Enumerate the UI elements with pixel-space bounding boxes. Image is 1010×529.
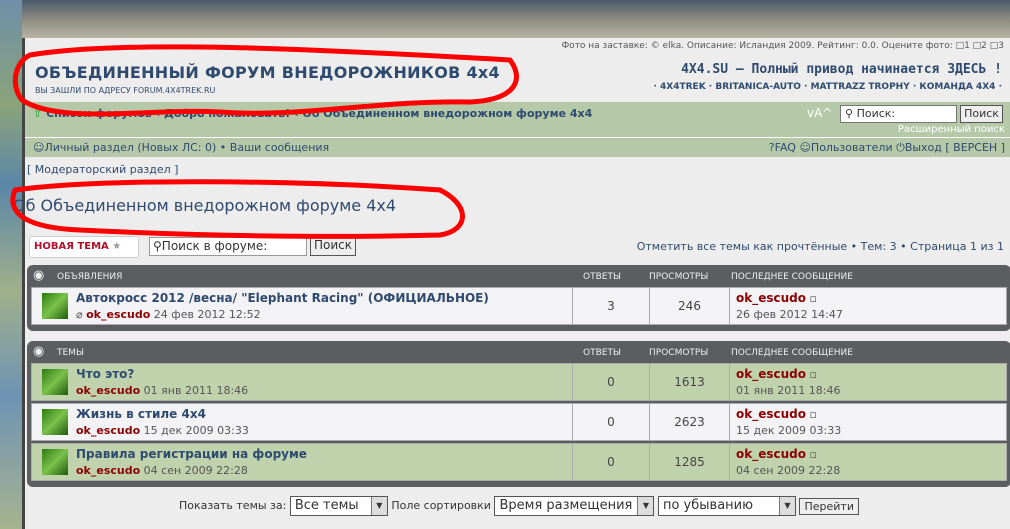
topic-title[interactable]: Что это? [76,367,135,381]
replies-count: 0 [572,444,649,480]
announcements-block: ◉ ОБЪЯВЛЕНИЯ ОТВЕТЫ ПРОСМОТРЫ ПОСЛЕДНЕЕ … [27,265,1010,331]
block-header: ◉ ОБЪЯВЛЕНИЯ ОТВЕТЫ ПРОСМОТРЫ ПОСЛЕДНЕЕ … [33,268,853,283]
block-header: ◉ ТЕМЫ ОТВЕТЫ ПРОСМОТРЫ ПОСЛЕДНЕЕ СООБЩЕ… [33,344,853,359]
background-map [0,0,22,529]
last-author-link[interactable]: ok_escudo [736,291,806,305]
header-photo [22,0,1010,38]
views-count: 1613 [649,364,729,400]
search-input[interactable]: ⚲ Поиск: [840,105,957,123]
topics-block: ◉ ТЕМЫ ОТВЕТЫ ПРОСМОТРЫ ПОСЛЕДНЕЕ СООБЩЕ… [27,341,1010,487]
forum-title[interactable]: Об Объединенном внедорожном форуме 4x4 [13,196,397,215]
views-count: 1285 [649,444,729,480]
view-post-icon[interactable]: ▫ [809,292,817,305]
pagination[interactable]: Отметить все темы как прочтённые • Тем: … [636,240,1004,253]
new-topic-button[interactable]: НОВАЯ ТЕМА ★ [29,236,139,258]
topic-title[interactable]: Автокросс 2012 /весна/ "Elephant Racing"… [76,291,489,305]
site-title[interactable]: ОБЪЕДИНЕННЫЙ ФОРУМ ВНЕДОРОЖНИКОВ 4x4 [35,63,500,82]
search-icon: ⚲ [845,107,854,120]
site-subtitle: ВЫ ЗАШЛИ ПО АДРЕСУ FORUM.4X4TREK.RU [35,86,216,95]
breadcrumb[interactable]: ⇧ Список форумов ‹ Добро пожаловать! ‹ О… [33,107,593,120]
forum-search-input[interactable]: ⚲Поиск в форуме: [149,237,307,256]
user-bar: ☺Личный раздел (Новых ЛС: 0) • Ваши сооб… [25,137,1010,157]
search-icon: ⚲ [153,239,162,253]
power-icon: ⏻ [896,141,905,154]
slogan: 4X4.SU — Полный привод начинается ЗДЕСЬ … [681,62,1002,77]
home-icon: ⇧ [33,107,43,120]
views-count: 246 [649,288,729,324]
topic-row: Правила регистрации на форуме ok_escudo … [31,443,1007,481]
replies-count: 0 [572,364,649,400]
photo-caption: Фото на заставке: © elka. Описание: Исла… [561,41,1004,51]
sort-order-select[interactable]: по убыванию ▼ [657,496,796,516]
personal-link[interactable]: ☺Личный раздел (Новых ЛС: 0) • Ваши сооб… [33,141,330,154]
author-link[interactable]: ok_escudo [76,464,141,477]
topic-icon [42,409,68,435]
topic-icon [42,293,68,319]
views-count: 2623 [649,404,729,440]
tire-icon: ◉ [33,268,45,283]
search-button[interactable]: Поиск [960,105,1003,123]
topic-row: Что это? ok_escudo 01 янв 2011 18:46 0 1… [31,363,1007,401]
page: Фото на заставке: © elka. Описание: Исла… [13,38,1010,529]
partner-links[interactable]: · 4X4TREK · BRITANICA-AUTO · MATTRAZZ TR… [653,82,1002,92]
dropdown-arrow-icon: ▼ [778,497,795,515]
view-post-icon[interactable]: ▫ [809,448,817,461]
view-post-icon[interactable]: ▫ [809,408,817,421]
users-icon: ☺ [799,141,811,154]
announcement-row: Автокросс 2012 /весна/ "Elephant Racing"… [31,287,1007,325]
user-icon: ☺ [33,141,45,154]
faq-link[interactable]: FAQ [774,141,796,154]
nav-bar: ⇧ Список форумов ‹ Добро пожаловать! ‹ О… [25,102,1010,137]
moderator-link[interactable]: [ Модераторский раздел ] [27,163,179,176]
dropdown-arrow-icon: ▼ [370,497,387,515]
view-post-icon[interactable]: ▫ [809,368,817,381]
topic-icon [42,449,68,475]
star-icon: ★ [112,241,122,252]
forum-search-button[interactable]: Поиск [310,237,356,256]
dropdown-arrow-icon: ▼ [637,497,654,515]
faq-icon: ? [768,141,775,154]
go-button[interactable]: Перейти [799,497,859,515]
author-link[interactable]: ok_escudo [76,384,141,397]
users-link[interactable]: Пользователи [810,141,893,154]
sort-controls: Показать темы за: Все темы ▼ Поле сортиро… [25,496,1010,516]
last-author-link[interactable]: ok_escudo [736,407,806,421]
author-link[interactable]: ok_escudo [86,308,151,321]
topic-icon [42,369,68,395]
sort-field-select[interactable]: Время размещения ▼ [494,496,655,516]
replies-count: 3 [572,288,649,324]
topic-row: Жизнь в стиле 4x4 ok_escudo 15 дек 2009 … [31,403,1007,441]
font-size-toggle[interactable]: vA^ [807,106,833,120]
attachment-icon: ⌀ [76,308,83,321]
author-link[interactable]: ok_escudo [76,424,141,437]
advanced-search-link[interactable]: Расширенный поиск [897,124,1005,135]
last-author-link[interactable]: ok_escudo [736,447,806,461]
topic-title[interactable]: Правила регистрации на форуме [76,447,307,461]
topic-title[interactable]: Жизнь в стиле 4x4 [76,407,206,421]
show-topics-select[interactable]: Все темы ▼ [289,496,388,516]
logout-link[interactable]: Выход [ ВЕРСЕН ] [904,141,1005,154]
replies-count: 0 [572,404,649,440]
last-author-link[interactable]: ok_escudo [736,367,806,381]
tire-icon: ◉ [33,344,45,359]
